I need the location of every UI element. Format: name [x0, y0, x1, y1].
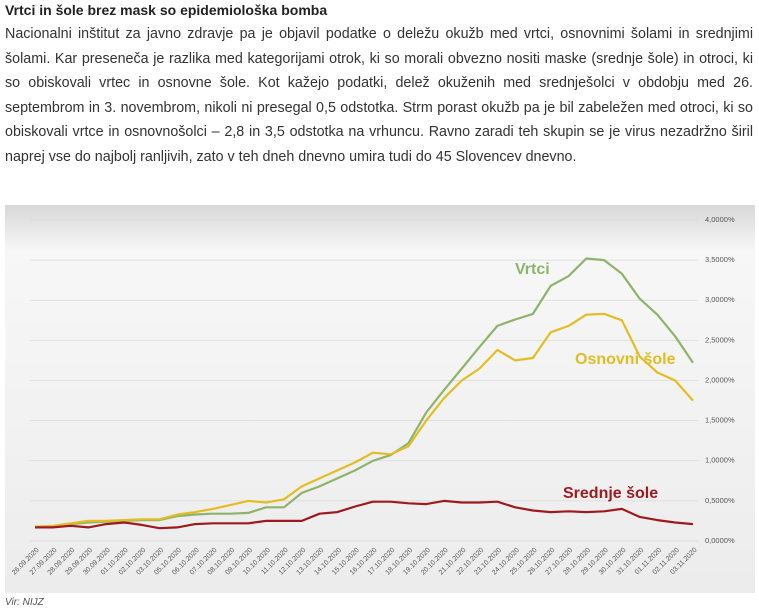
article-title: Vrtci in šole brez mask so epidemiološka… — [5, 2, 328, 18]
series-label: Osnovni šole — [575, 351, 676, 368]
y-tick-label: 2,0000% — [705, 375, 735, 384]
y-tick-label: 3,5000% — [705, 255, 735, 264]
chart: 0,0000% 0,5000% 1,0000% 1,5000% 2,0000% 2,500… — [5, 205, 755, 593]
y-tick-label: 2,5000% — [705, 335, 735, 344]
y-tick-label: 1,5000% — [705, 416, 735, 425]
chart-background — [5, 205, 755, 593]
series-label: Srednje šole — [563, 485, 658, 502]
series-line — [35, 499, 694, 530]
y-tick-label: 1,0000% — [705, 456, 735, 465]
series-label: Vrtci — [515, 261, 550, 278]
y-tick-label: 3,0000% — [705, 295, 735, 304]
series-line — [34, 312, 694, 528]
y-tick-label: 0,0000% — [705, 536, 735, 545]
y-tick-label: 4,0000% — [705, 215, 735, 224]
article-body: Nacionalni inštitut za javno zdravje pa … — [5, 26, 753, 165]
y-tick-label: 0,5000% — [705, 496, 735, 505]
source: Vir: NIJZ — [5, 597, 44, 608]
